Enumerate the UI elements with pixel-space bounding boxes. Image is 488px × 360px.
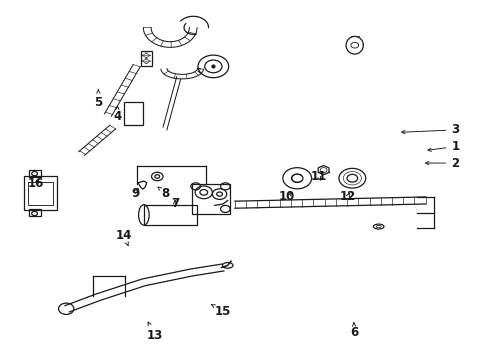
Text: 15: 15: [211, 305, 231, 318]
Text: 14: 14: [115, 229, 132, 246]
Text: 2: 2: [425, 157, 459, 170]
Bar: [143, 205, 196, 225]
Text: 12: 12: [339, 190, 355, 203]
Bar: [28, 182, 53, 205]
Text: 1: 1: [427, 140, 459, 153]
Text: 6: 6: [350, 323, 358, 339]
Bar: [24, 176, 57, 210]
Text: 7: 7: [171, 198, 179, 211]
Text: 9: 9: [131, 187, 139, 200]
Text: 3: 3: [401, 123, 459, 136]
Text: 5: 5: [94, 90, 102, 109]
Text: 10: 10: [278, 190, 294, 203]
Text: 4: 4: [113, 106, 122, 123]
Bar: [191, 184, 230, 213]
Text: 11: 11: [310, 170, 326, 183]
Bar: [29, 170, 41, 177]
Text: 13: 13: [146, 322, 162, 342]
Bar: [123, 102, 142, 125]
Bar: [141, 51, 151, 66]
Bar: [29, 209, 41, 216]
Text: 16: 16: [28, 177, 44, 190]
Text: 8: 8: [158, 187, 169, 200]
